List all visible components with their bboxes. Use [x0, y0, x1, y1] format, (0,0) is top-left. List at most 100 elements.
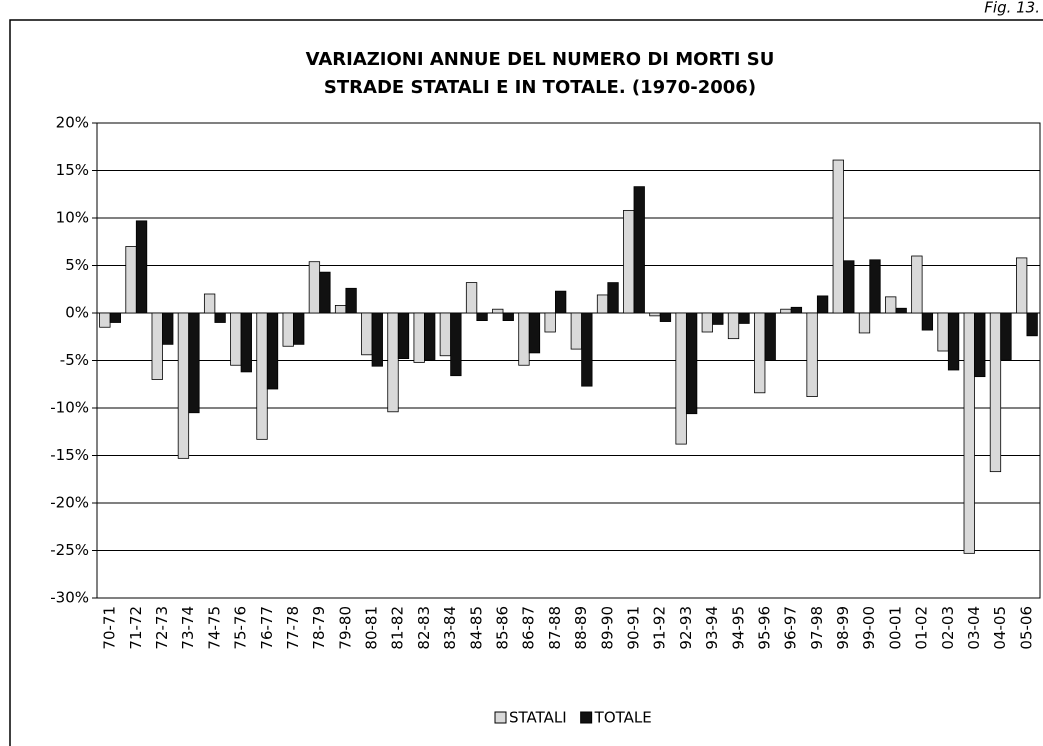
y-tick-label: -30%	[50, 589, 89, 607]
x-tick-label: 76-77	[258, 606, 276, 650]
x-tick-label: 99-00	[860, 606, 878, 650]
x-tick-label: 87-88	[546, 606, 564, 650]
bar	[832, 159, 844, 314]
bar	[675, 312, 687, 445]
bar	[701, 312, 713, 333]
y-tick-label: -20%	[50, 494, 89, 512]
bar	[806, 312, 818, 397]
y-tick-label: 10%	[56, 209, 89, 227]
bar	[125, 246, 137, 314]
bar	[397, 312, 410, 359]
bar	[780, 308, 792, 314]
bar	[633, 186, 645, 314]
legend-label: STATALI	[509, 709, 567, 727]
bar	[465, 282, 478, 314]
bar	[869, 259, 881, 314]
bar	[659, 312, 672, 322]
bar	[623, 209, 635, 314]
bar	[727, 312, 740, 340]
bar	[937, 312, 949, 352]
bar	[685, 312, 698, 415]
bar	[256, 312, 268, 440]
bar	[151, 312, 163, 380]
x-tick-label: 05-06	[1017, 606, 1035, 650]
x-tick-label: 80-81	[363, 606, 381, 650]
chart-title: VARIAZIONI ANNUE DEL NUMERO DI MORTI SU	[306, 49, 775, 70]
x-tick-label: 00-01	[886, 606, 904, 650]
x-tick-label: 70-71	[101, 606, 119, 650]
bar	[266, 312, 279, 390]
bar	[858, 312, 871, 334]
bar	[476, 312, 488, 321]
bar	[649, 312, 661, 317]
bar	[109, 312, 121, 323]
legend-swatch	[494, 711, 507, 724]
x-tick-label: 98-99	[834, 606, 852, 650]
y-tick-label: 15%	[56, 161, 89, 179]
bar	[518, 312, 530, 366]
bar	[754, 312, 766, 394]
bar	[1026, 312, 1038, 337]
x-tick-label: 97-98	[808, 606, 826, 650]
bar	[738, 312, 750, 324]
bar	[989, 312, 1002, 473]
bar	[555, 290, 567, 314]
bar	[528, 312, 541, 354]
bar	[361, 312, 373, 356]
bar	[214, 312, 226, 323]
legend-swatch	[580, 711, 593, 724]
chart-title: STRADE STATALI E IN TOTALE. (1970-2006)	[324, 77, 756, 98]
bar	[974, 312, 986, 378]
bar	[293, 312, 305, 345]
x-tick-label: 75-76	[232, 606, 250, 650]
bar	[203, 293, 216, 314]
x-tick-label: 84-85	[467, 606, 485, 650]
x-tick-label: 83-84	[441, 606, 459, 650]
x-tick-label: 74-75	[205, 606, 223, 650]
x-tick-label: 90-91	[624, 606, 642, 650]
bar	[334, 304, 347, 314]
y-tick-label: 5%	[65, 256, 89, 274]
bar	[1016, 257, 1028, 314]
x-tick-label: 01-02	[913, 606, 931, 650]
bar	[439, 312, 452, 357]
x-tick-label: 02-03	[939, 606, 957, 650]
x-tick-label: 89-90	[598, 606, 616, 650]
legend-label: TOTALE	[594, 709, 652, 727]
x-tick-label: 96-97	[782, 606, 800, 650]
x-tick-label: 03-04	[965, 606, 983, 650]
bar	[177, 312, 190, 459]
x-tick-label: 86-87	[520, 606, 538, 650]
x-tick-label: 94-95	[729, 606, 747, 650]
figure-label: Fig. 13.	[984, 0, 1040, 17]
bar	[188, 312, 200, 414]
y-tick-label: -25%	[50, 541, 89, 559]
y-tick-label: 20%	[56, 114, 89, 132]
bar	[413, 312, 425, 363]
x-tick-label: 93-94	[703, 606, 721, 650]
bar	[308, 261, 321, 314]
bar	[764, 312, 776, 361]
frame	[9, 19, 1043, 746]
bar	[135, 220, 148, 314]
bar	[921, 312, 934, 331]
x-tick-label: 72-73	[153, 606, 171, 650]
bar	[240, 312, 252, 373]
bar	[319, 271, 331, 314]
bar	[963, 312, 975, 554]
x-tick-label: 73-74	[179, 606, 197, 650]
y-tick-label: -5%	[60, 351, 89, 369]
bar	[581, 312, 593, 387]
bar	[607, 282, 619, 314]
bar	[816, 295, 829, 314]
y-tick-label: -10%	[50, 399, 89, 417]
bar	[596, 294, 609, 314]
bar	[911, 255, 923, 314]
bar	[885, 296, 897, 314]
x-tick-label: 92-93	[677, 606, 695, 650]
y-tick-label: -15%	[50, 446, 89, 464]
bar	[712, 312, 724, 325]
bar	[544, 312, 556, 333]
bar	[450, 312, 462, 377]
